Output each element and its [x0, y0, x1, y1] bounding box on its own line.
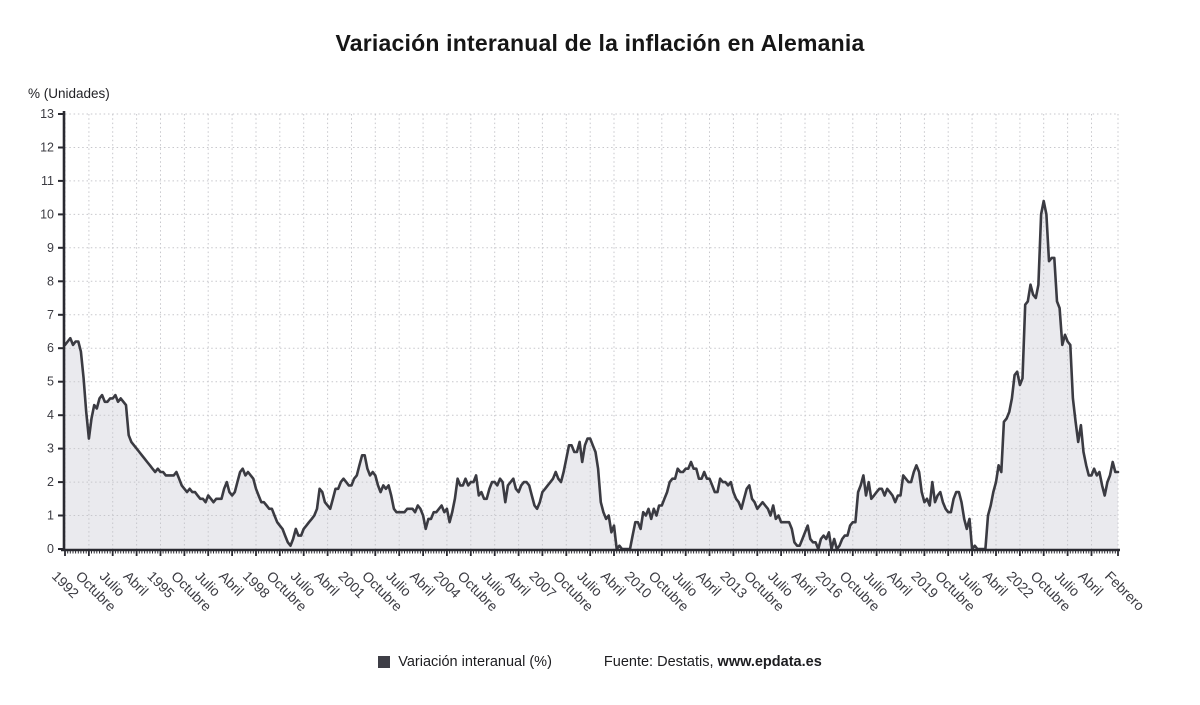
x-tick-label: Abril [311, 568, 342, 599]
y-tick-label: 6 [47, 341, 54, 355]
x-tick-label: Abril [789, 568, 820, 599]
series-area [65, 201, 1118, 549]
x-tick-label: Abril [216, 568, 247, 599]
y-tick-label: 7 [47, 308, 54, 322]
series-line [63, 199, 1120, 551]
y-axis-unit-label: % (Unidades) [28, 86, 110, 101]
x-tick-label: Abril [120, 568, 151, 599]
y-tick-label: 1 [47, 509, 54, 523]
source-prefix: Fuente: Destatis, [603, 654, 714, 670]
chart-footer: Variación interanual (%) Fuente: Destati… [0, 649, 1200, 675]
y-tick-label: 4 [47, 408, 54, 422]
source-site: www.epdata.es [717, 654, 822, 670]
x-tick-label: Abril [598, 568, 629, 599]
y-tick-label: 3 [47, 442, 54, 456]
y-tick-label: 0 [47, 542, 54, 556]
legend-label: Variación interanual (%) [398, 654, 552, 670]
y-tick-label: 11 [41, 174, 54, 188]
x-tick-label: Febrero [1102, 568, 1148, 614]
y-tick-label: 5 [47, 375, 54, 389]
legend-item: Variación interanual (%) [378, 654, 552, 670]
y-tick-label: 13 [40, 107, 54, 121]
y-tick-label: 2 [47, 475, 54, 489]
y-tick-label: 12 [40, 141, 54, 155]
x-tick-label: Abril [693, 568, 724, 599]
x-tick-label: Abril [502, 568, 533, 599]
x-tick-label: 1992 [49, 568, 82, 601]
x-tick-label: Abril [1075, 568, 1106, 599]
y-tick-label: 8 [47, 274, 54, 288]
page-title: Variación interanual de la inflación en … [335, 30, 865, 56]
x-tick-label: Abril [884, 568, 915, 599]
x-tick-label: Abril [980, 568, 1011, 599]
x-tick-label: Abril [407, 568, 438, 599]
legend-square-icon [378, 656, 391, 668]
y-tick-label: 10 [40, 207, 54, 221]
y-tick-label: 9 [47, 241, 54, 255]
source-note: Fuente: Destatis, www.epdata.es [604, 654, 822, 670]
